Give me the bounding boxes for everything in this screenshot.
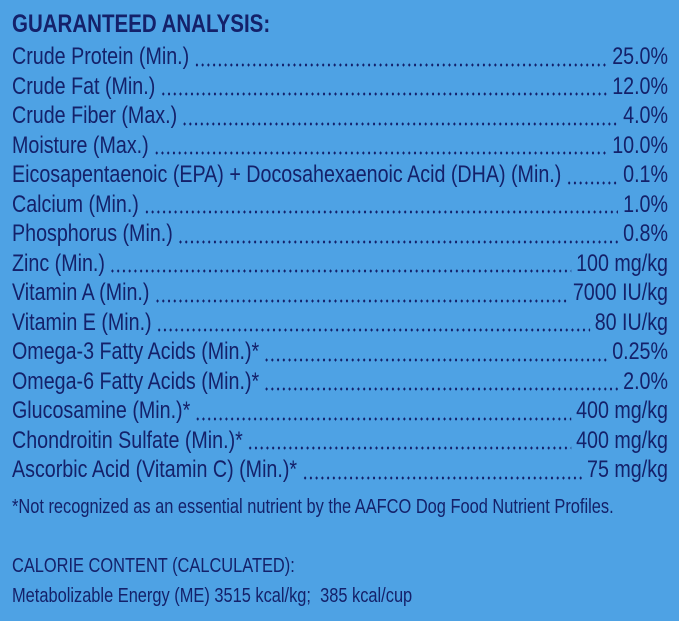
row-label: Vitamin A (Min.): [12, 279, 150, 306]
leader-dots: [194, 62, 608, 67]
row-value: 80 IU/kg: [594, 308, 668, 336]
row-label: Calcium (Min.): [12, 190, 139, 218]
row-label: Crude Fat (Min.): [12, 72, 156, 100]
row-value: 12.0%: [612, 72, 668, 100]
row-label: Vitamin E (Min.): [12, 308, 152, 336]
row-value: 25.0%: [612, 43, 668, 70]
title: GUARANTEED ANALYSIS:: [12, 10, 271, 38]
calorie-heading: CALORIE CONTENT (CALCULATED):: [12, 554, 295, 577]
analysis-row: Ascorbic Acid (Vitamin C) (Min.)* 75 mg/k…: [12, 455, 668, 485]
row-label: Phosphorus (Min.): [12, 220, 173, 247]
leader-dots: [143, 210, 619, 215]
leader-dots: [301, 475, 583, 480]
row-label: Moisture (Max.): [12, 131, 149, 159]
leader-dots: [264, 387, 619, 392]
row-value: 75 mg/kg: [587, 456, 668, 483]
row-value: 4.0%: [623, 102, 668, 129]
analysis-row: Vitamin E (Min.) 80 IU/kg: [12, 308, 668, 338]
row-label: Crude Protein (Min.): [12, 43, 190, 70]
analysis-row: Vitamin A (Min.) 7000 IU/kg: [12, 278, 668, 308]
row-value: 2.0%: [623, 367, 668, 395]
row-label: Omega-3 Fatty Acids (Min.)*: [12, 338, 260, 365]
row-value: 0.25%: [612, 338, 668, 365]
row-value: 1.0%: [623, 190, 668, 218]
leader-dots: [182, 121, 619, 126]
analysis-row: Crude Fat (Min.) 12.0%: [12, 72, 668, 102]
leader-dots: [566, 180, 619, 185]
row-value: 0.8%: [623, 220, 668, 247]
row-value: 100 mg/kg: [576, 249, 668, 277]
row-label: Ascorbic Acid (Vitamin C) (Min.)*: [12, 456, 298, 483]
row-label: Crude Fiber (Max.): [12, 102, 178, 129]
analysis-row: Eicosapentaenoic (EPA) + Docosahexaenoic…: [12, 160, 668, 190]
analysis-panel: GUARANTEED ANALYSIS: Crude Protein (Min.…: [12, 6, 668, 611]
leader-dots: [177, 239, 619, 244]
leader-dots: [154, 298, 568, 303]
leader-dots: [160, 92, 608, 97]
analysis-row: Omega-3 Fatty Acids (Min.)* 0.25%: [12, 337, 668, 367]
row-value: 400 mg/kg: [576, 397, 668, 424]
analysis-row: Crude Fiber (Max.) 4.0%: [12, 101, 668, 131]
footnote: *Not recognized as an essential nutrient…: [12, 495, 614, 518]
leader-dots: [156, 328, 590, 333]
analysis-row: Crude Protein (Min.) 25.0%: [12, 42, 668, 72]
analysis-row: Phosphorus (Min.) 0.8%: [12, 219, 668, 249]
leader-dots: [153, 151, 608, 156]
row-value: 0.1%: [623, 161, 668, 188]
analysis-row: Glucosamine (Min.)* 400 mg/kg: [12, 396, 668, 426]
row-value: 7000 IU/kg: [572, 279, 668, 306]
row-label: Chondroitin Sulfate (Min.)*: [12, 426, 243, 454]
leader-dots: [195, 416, 572, 421]
row-label: Eicosapentaenoic (EPA) + Docosahexaenoic…: [12, 161, 562, 188]
analysis-row: Calcium (Min.) 1.0%: [12, 190, 668, 220]
leader-dots: [264, 357, 608, 362]
row-value: 400 mg/kg: [576, 426, 668, 454]
row-label: Zinc (Min.): [12, 249, 105, 277]
rows: Crude Protein (Min.) 25.0% Crude Fat (Min.…: [12, 42, 668, 485]
analysis-row: Chondroitin Sulfate (Min.)* 400 mg/kg: [12, 426, 668, 456]
calorie-text: Metabolizable Energy (ME) 3515 kcal/kg; …: [12, 584, 413, 607]
leader-dots: [109, 269, 572, 274]
row-label: Glucosamine (Min.)*: [12, 397, 191, 424]
leader-dots: [247, 446, 572, 451]
analysis-row: Moisture (Max.) 10.0%: [12, 131, 668, 161]
row-value: 10.0%: [612, 131, 668, 159]
row-label: Omega-6 Fatty Acids (Min.)*: [12, 367, 260, 395]
analysis-row: Omega-6 Fatty Acids (Min.)* 2.0%: [12, 367, 668, 397]
analysis-row: Zinc (Min.) 100 mg/kg: [12, 249, 668, 279]
